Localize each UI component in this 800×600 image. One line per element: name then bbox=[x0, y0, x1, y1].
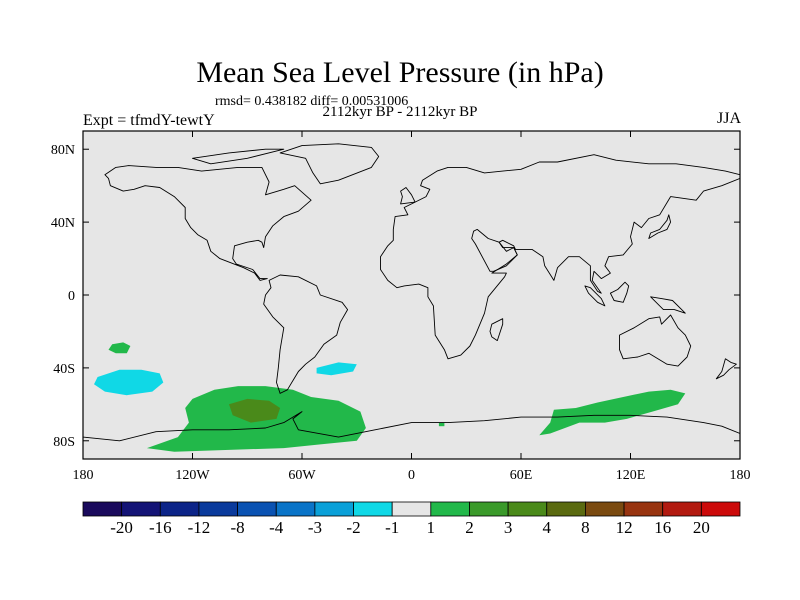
coastline-new-guinea bbox=[650, 296, 686, 314]
colorbar-label: 1 bbox=[427, 518, 436, 537]
coastlines bbox=[83, 143, 740, 459]
colorbar-label: 3 bbox=[504, 518, 513, 537]
coastline-north-america bbox=[104, 165, 312, 281]
coastline-sumatra bbox=[584, 285, 606, 307]
lon-tick-label: 120E bbox=[616, 468, 646, 483]
axis-ticks: 180 120W 60W 0 60E 120E 180 80N 40N 0 40S 80S bbox=[51, 131, 751, 483]
colorbar-label: 4 bbox=[543, 518, 552, 537]
colorbar-swatch bbox=[391, 501, 432, 517]
coastline-borneo bbox=[609, 281, 630, 303]
anomaly-olive-core bbox=[229, 398, 281, 423]
coastline-australia bbox=[619, 314, 692, 367]
colorbar-swatch bbox=[623, 501, 664, 517]
colorbar-swatch bbox=[121, 501, 161, 517]
coastline-antarctica bbox=[83, 411, 740, 459]
colorbar-label: 20 bbox=[693, 518, 710, 537]
colorbar: -20 -16 -12 -8 -4 -3 -2 -1 1 2 3 4 8 12 16 20 bbox=[82, 501, 741, 537]
coastline-arabia-mask bbox=[471, 228, 518, 272]
colorbar-label: -3 bbox=[308, 518, 322, 537]
coastline-japan bbox=[648, 214, 672, 239]
coastline-south-america bbox=[263, 274, 349, 394]
colorbar-swatch bbox=[82, 501, 123, 517]
colorbar-swatch bbox=[314, 501, 354, 517]
colorbar-label: -1 bbox=[385, 518, 399, 537]
lat-tick-label: 40S bbox=[53, 362, 75, 377]
lon-tick-label: 180 bbox=[730, 468, 751, 483]
colorbar-label: -2 bbox=[346, 518, 360, 537]
coastline-madagascar bbox=[489, 318, 504, 342]
anomaly-cyan-s-pacific bbox=[94, 369, 164, 396]
coastline-arctic-islands bbox=[192, 148, 285, 165]
anomaly-cyan-s-atlantic bbox=[316, 362, 357, 376]
colorbar-swatch bbox=[353, 501, 393, 517]
colorbar-swatch bbox=[237, 501, 277, 517]
anomaly-green-southern-ocean-east bbox=[539, 389, 686, 436]
coastline-new-zealand bbox=[715, 358, 737, 380]
lon-tick-label: 180 bbox=[73, 468, 94, 483]
colorbar-label: 12 bbox=[616, 518, 633, 537]
colorbar-swatch bbox=[585, 501, 625, 517]
colorbar-swatch bbox=[198, 501, 238, 517]
colorbar-label: -4 bbox=[269, 518, 284, 537]
map-title: Mean Sea Level Pressure (in hPa) bbox=[196, 56, 604, 89]
lon-tick-label: 120W bbox=[175, 468, 210, 483]
colorbar-label: -20 bbox=[110, 518, 133, 537]
colorbar-label: 2 bbox=[465, 518, 474, 537]
period-label: 2112kyr BP - 2112kyr BP bbox=[322, 104, 478, 120]
anomaly-green-speck bbox=[438, 422, 445, 427]
colorbar-swatch bbox=[430, 501, 470, 517]
coastline-eurasia-africa bbox=[380, 154, 740, 360]
lon-tick-label: 60W bbox=[288, 468, 316, 483]
colorbar-swatch bbox=[469, 501, 509, 517]
colorbar-label: 16 bbox=[654, 518, 671, 537]
anomaly-green-s-pacific-small bbox=[108, 342, 131, 354]
colorbar-swatch bbox=[159, 501, 200, 517]
colorbar-swatch bbox=[275, 501, 316, 517]
colorbar-swatch bbox=[546, 501, 586, 517]
lat-tick-label: 0 bbox=[68, 289, 75, 304]
colorbar-label: 8 bbox=[581, 518, 590, 537]
lat-tick-label: 40N bbox=[51, 216, 75, 231]
experiment-label: Expt = tfmdY-tewtY bbox=[83, 112, 215, 129]
coastline-greenland bbox=[279, 143, 380, 185]
lon-tick-label: 0 bbox=[408, 468, 415, 483]
colorbar-label: -12 bbox=[188, 518, 211, 537]
colorbar-label: -8 bbox=[231, 518, 245, 537]
colorbar-swatch bbox=[662, 501, 702, 517]
colorbar-label: -16 bbox=[149, 518, 172, 537]
colorbar-swatch bbox=[507, 501, 548, 517]
colorbar-swatch bbox=[700, 501, 741, 517]
lon-tick-label: 60E bbox=[510, 468, 533, 483]
lat-tick-label: 80S bbox=[53, 435, 75, 450]
stats-label: rmsd= 0.438182 diff= 0.00531006 bbox=[215, 94, 409, 109]
season-label: JJA bbox=[716, 110, 741, 127]
coastline-british-isles bbox=[400, 187, 416, 205]
lat-tick-label: 80N bbox=[51, 143, 75, 158]
anomaly-layer bbox=[94, 342, 686, 452]
